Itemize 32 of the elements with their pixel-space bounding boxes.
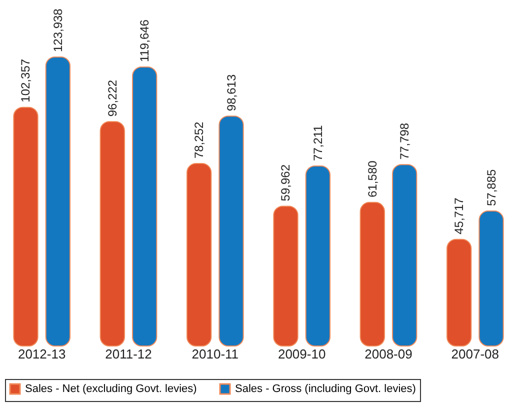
bar [273,206,298,346]
x-tick-label: 2008-09 [364,346,412,362]
x-tick-label: 2010-11 [192,346,239,362]
data-label: 77,211 [310,124,325,161]
legend-label: Sales - Net (excluding Govt. levies) [25,383,197,395]
data-label: 61,580 [365,160,380,198]
bar [218,116,244,346]
bar [100,121,125,346]
data-label: 45,717 [452,197,466,234]
data-label: 77,798 [398,122,412,160]
data-label: 59,962 [278,164,293,202]
bar [446,238,472,346]
bar [305,165,330,346]
bar [13,106,38,346]
legend-label: Sales - Gross (including Govt. levies) [235,383,416,395]
data-label: 119,646 [138,19,152,62]
data-label: 57,885 [484,169,498,206]
bar [392,164,418,346]
bar [360,202,385,346]
x-tick-label: 2011-12 [105,346,152,362]
x-tick-label: 2007-08 [451,346,500,362]
bar [132,66,158,346]
x-tick-label: 2012-13 [18,346,66,362]
data-label: 96,222 [105,80,120,117]
x-tick-label: 2009-10 [278,346,326,362]
data-label: 102,357 [18,58,33,102]
data-label: 123,938 [50,8,65,52]
data-label: 78,252 [192,122,206,159]
bar [478,210,504,346]
data-label: 98,613 [224,74,238,112]
bar [45,56,70,346]
bar [186,163,212,346]
